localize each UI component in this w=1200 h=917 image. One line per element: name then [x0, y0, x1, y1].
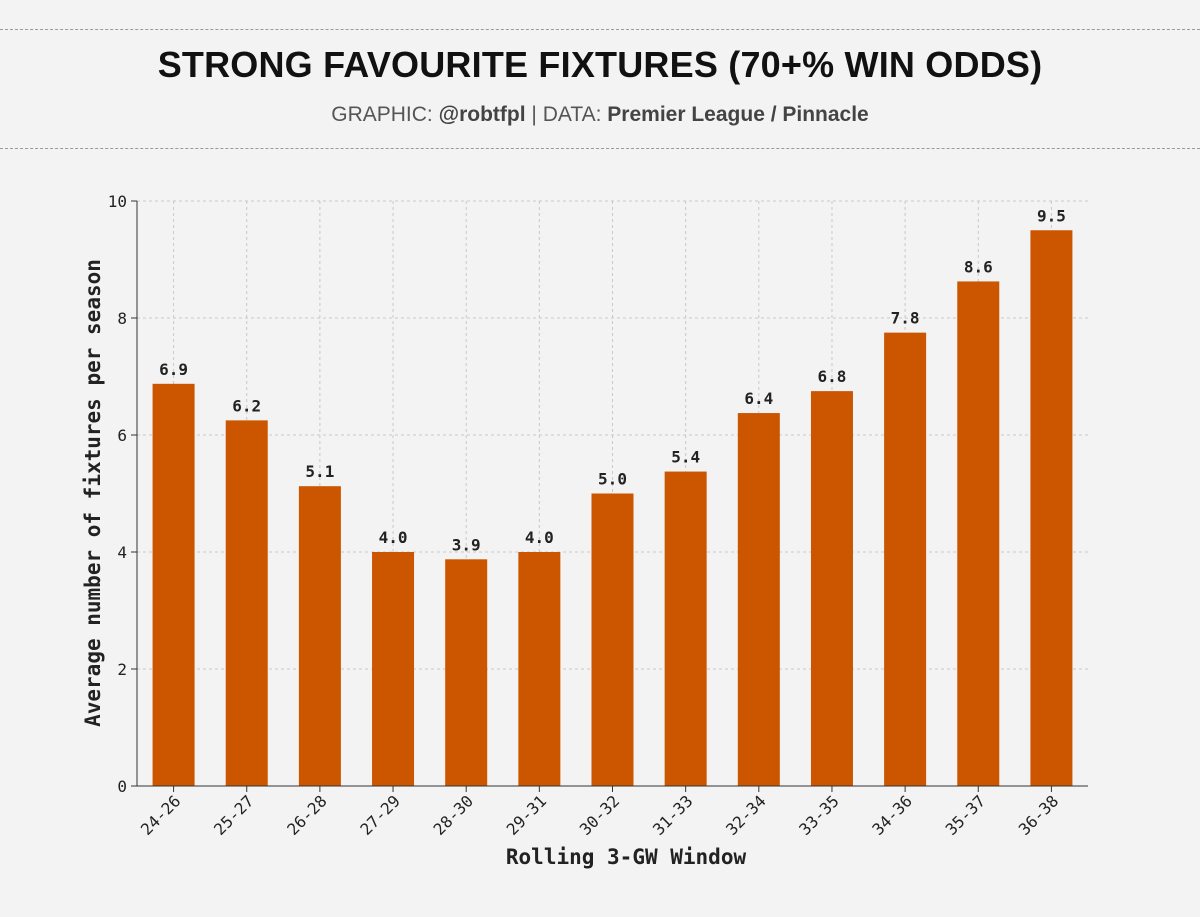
bar — [445, 559, 488, 786]
bar-value-label: 8.6 — [964, 257, 993, 276]
bar — [152, 383, 195, 786]
credit-label: GRAPHIC: — [331, 103, 433, 126]
bar-value-label: 5.0 — [598, 470, 627, 489]
x-tick-label: 25-27 — [210, 791, 257, 838]
bar-value-label: 9.5 — [1037, 206, 1066, 225]
bar — [518, 552, 561, 786]
credit-handle: @robtfpl — [438, 103, 526, 126]
x-tick-label: 34-36 — [868, 791, 915, 838]
x-tick-label: 29-31 — [503, 791, 550, 838]
page-title: STRONG FAVOURITE FIXTURES (70+% WIN ODDS… — [157, 44, 1043, 85]
y-tick-label: 8 — [117, 309, 127, 328]
x-tick-label: 36-38 — [1015, 791, 1062, 838]
bar — [591, 493, 634, 786]
bar-value-label: 4.0 — [525, 528, 554, 547]
bar-value-label: 6.9 — [159, 360, 188, 379]
bar-value-label: 4.0 — [379, 528, 408, 547]
bar-value-label: 3.9 — [452, 535, 481, 554]
bar — [884, 332, 927, 786]
bar-value-label: 7.8 — [891, 309, 920, 328]
x-tick-label: 31-33 — [649, 791, 696, 838]
y-tick-label: 2 — [117, 660, 127, 679]
bar — [664, 471, 707, 786]
subtitle-separator: | — [531, 103, 537, 126]
bar — [372, 552, 415, 786]
y-axis-title: Average number of fixtures per season — [81, 259, 105, 727]
y-tick-label: 10 — [108, 192, 127, 211]
x-tick-label: 24-26 — [137, 791, 184, 838]
x-tick-label: 27-29 — [356, 791, 403, 838]
bar — [298, 486, 341, 786]
top-divider — [0, 29, 1200, 30]
bars: 6.9 6.2 5.1 4.0 3.9 4.0 5.0 5.4 6.4 6.8 7.8 8.6 9.5 — [152, 206, 1073, 786]
bar — [1030, 230, 1073, 786]
x-tick-label: 33-35 — [795, 791, 842, 838]
bar-value-label: 5.4 — [671, 448, 700, 467]
bottom-divider — [0, 148, 1200, 149]
x-tick-label: 32-34 — [722, 791, 769, 838]
bar — [957, 281, 1000, 786]
bar-value-label: 5.1 — [305, 462, 334, 481]
y-tick-label: 4 — [117, 543, 127, 562]
x-tick-label: 30-32 — [576, 791, 623, 838]
bar-value-label: 6.2 — [232, 396, 261, 415]
x-tick-label: 35-37 — [942, 791, 989, 838]
bar — [810, 391, 853, 786]
data-label: DATA: — [542, 103, 602, 126]
y-tick-label: 6 — [117, 426, 127, 445]
x-tick-label: 28-30 — [430, 791, 477, 838]
bar — [737, 413, 780, 786]
data-source: Premier League / Pinnacle — [607, 103, 869, 126]
bar-value-label: 6.8 — [818, 367, 847, 386]
y-tick-label: 0 — [117, 777, 127, 796]
bar — [225, 420, 268, 786]
subtitle: GRAPHIC: @robtfpl | DATA: Premier League… — [0, 103, 1200, 127]
bar-value-label: 6.4 — [744, 389, 773, 408]
x-tick-label: 26-28 — [283, 791, 330, 838]
x-axis-title: Rolling 3-GW Window — [506, 845, 747, 869]
